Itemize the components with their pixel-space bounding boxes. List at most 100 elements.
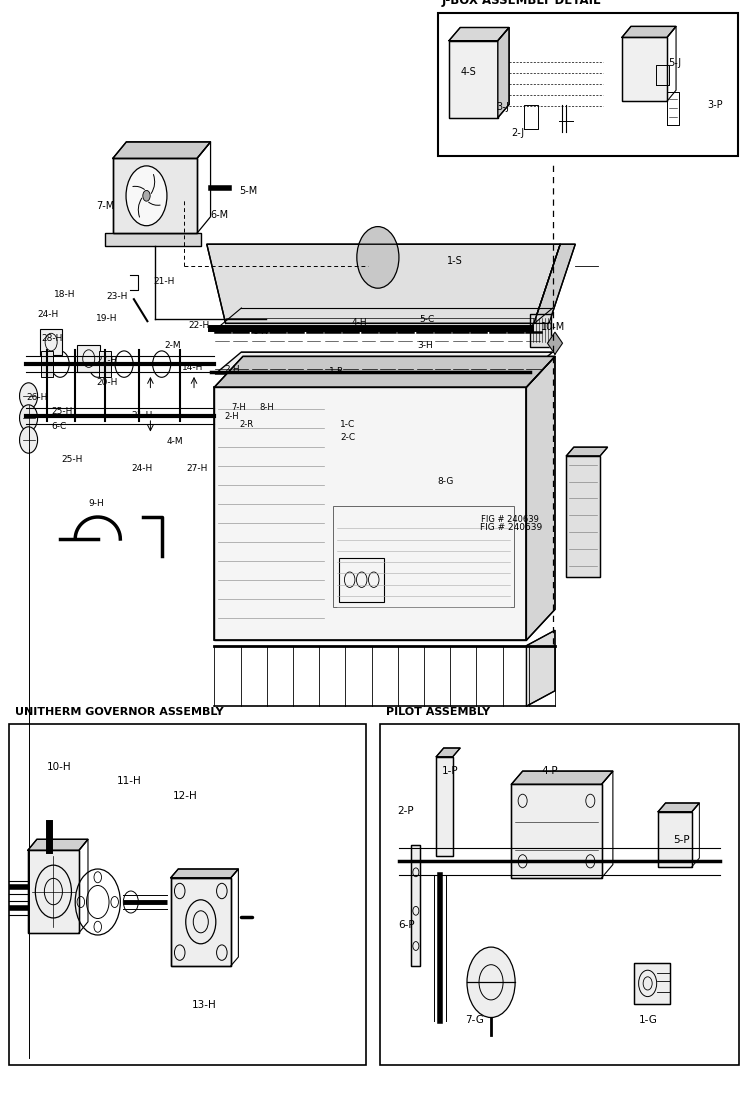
Bar — [411, 845, 420, 966]
Text: 11-H: 11-H — [117, 777, 141, 786]
Text: 2-C: 2-C — [340, 433, 355, 442]
Polygon shape — [436, 757, 453, 856]
Polygon shape — [207, 244, 560, 323]
Polygon shape — [566, 455, 600, 576]
Bar — [99, 351, 111, 377]
Polygon shape — [511, 771, 613, 784]
Text: 1-S: 1-S — [447, 256, 463, 266]
Polygon shape — [28, 850, 79, 933]
Circle shape — [126, 166, 167, 226]
Polygon shape — [511, 784, 602, 878]
Bar — [658, 812, 692, 867]
Text: 1-G: 1-G — [639, 1015, 658, 1025]
Bar — [380, 724, 739, 1065]
Polygon shape — [622, 26, 676, 37]
Circle shape — [115, 351, 133, 377]
Text: 10-H: 10-H — [47, 762, 71, 772]
Circle shape — [51, 351, 69, 377]
Bar — [566, 456, 600, 576]
Text: FIG # 240639: FIG # 240639 — [481, 515, 539, 524]
Text: 2-M: 2-M — [164, 341, 180, 350]
Text: 24-H: 24-H — [132, 464, 153, 473]
Text: UNITHERM GOVERNOR ASSEMBLY: UNITHERM GOVERNOR ASSEMBLY — [15, 707, 223, 717]
Text: 7-M: 7-M — [96, 201, 114, 211]
Text: 4-M: 4-M — [167, 437, 183, 446]
Polygon shape — [411, 845, 420, 966]
Text: 1-C: 1-C — [340, 420, 355, 429]
Polygon shape — [449, 41, 498, 118]
Polygon shape — [113, 142, 211, 158]
Text: 3-J: 3-J — [496, 102, 509, 112]
Text: 22-H: 22-H — [188, 321, 209, 330]
Bar — [28, 850, 79, 933]
Text: 2-H: 2-H — [224, 412, 238, 421]
Text: 4-P: 4-P — [541, 766, 558, 775]
Polygon shape — [658, 803, 699, 812]
Text: 2-J: 2-J — [511, 128, 524, 138]
Bar — [438, 13, 738, 156]
Bar — [9, 724, 366, 1065]
Bar — [333, 506, 514, 607]
Text: 4-H: 4-H — [352, 318, 368, 327]
Circle shape — [467, 947, 515, 1018]
Polygon shape — [566, 447, 608, 455]
Text: 7-H: 7-H — [232, 404, 247, 412]
Text: 26-H: 26-H — [26, 393, 47, 402]
Bar — [511, 784, 602, 878]
Text: 21-H: 21-H — [153, 277, 174, 286]
Text: 7-G: 7-G — [465, 1015, 484, 1025]
Text: 4-S: 4-S — [460, 67, 476, 77]
Text: 1-R: 1-R — [329, 367, 344, 376]
Text: 27-H: 27-H — [96, 356, 117, 365]
Text: 5-M: 5-M — [239, 186, 257, 196]
Text: J-BOX ASSEMBLY DETAIL: J-BOX ASSEMBLY DETAIL — [441, 0, 601, 7]
Text: 23-H: 23-H — [107, 293, 128, 301]
Polygon shape — [105, 233, 201, 246]
Text: 2-R: 2-R — [239, 420, 253, 429]
Polygon shape — [658, 812, 692, 867]
Text: 25-H: 25-H — [62, 455, 83, 464]
Text: 2-H: 2-H — [224, 365, 240, 374]
Text: 27-H: 27-H — [186, 464, 208, 473]
Polygon shape — [215, 352, 553, 374]
Bar — [634, 962, 670, 1004]
Bar — [40, 329, 62, 355]
Polygon shape — [436, 748, 460, 757]
Circle shape — [20, 383, 38, 409]
Polygon shape — [526, 356, 555, 640]
Text: 5-C: 5-C — [420, 316, 435, 324]
Text: 9-H: 9-H — [89, 499, 105, 508]
Text: 6-C: 6-C — [51, 422, 66, 431]
Text: 19-H: 19-H — [96, 315, 118, 323]
Text: 10-M: 10-M — [541, 322, 566, 332]
Polygon shape — [449, 28, 509, 41]
Text: FIG # 240639: FIG # 240639 — [480, 522, 542, 531]
Bar — [214, 387, 526, 640]
Polygon shape — [113, 158, 197, 233]
Text: 8-H: 8-H — [259, 404, 274, 412]
Circle shape — [20, 427, 38, 453]
Bar — [530, 314, 551, 346]
Polygon shape — [526, 630, 555, 706]
Polygon shape — [547, 332, 562, 354]
Text: 5-P: 5-P — [673, 835, 690, 845]
Polygon shape — [530, 314, 551, 346]
Polygon shape — [214, 387, 526, 640]
Text: 21-H: 21-H — [132, 411, 153, 420]
Text: 6-H: 6-H — [252, 327, 268, 336]
Text: 12-H: 12-H — [173, 791, 198, 801]
Polygon shape — [498, 28, 509, 118]
Text: 14-H: 14-H — [182, 363, 203, 372]
Bar — [77, 345, 100, 372]
Text: 6-P: 6-P — [399, 920, 415, 929]
Polygon shape — [28, 839, 88, 850]
Circle shape — [356, 227, 399, 288]
Bar — [622, 37, 667, 101]
Text: 28-H: 28-H — [41, 334, 62, 343]
Text: 5-J: 5-J — [668, 58, 681, 68]
Text: 24-H: 24-H — [38, 310, 59, 319]
Text: 2-P: 2-P — [397, 806, 414, 816]
Circle shape — [143, 190, 150, 201]
Polygon shape — [171, 878, 231, 966]
Polygon shape — [534, 244, 575, 323]
